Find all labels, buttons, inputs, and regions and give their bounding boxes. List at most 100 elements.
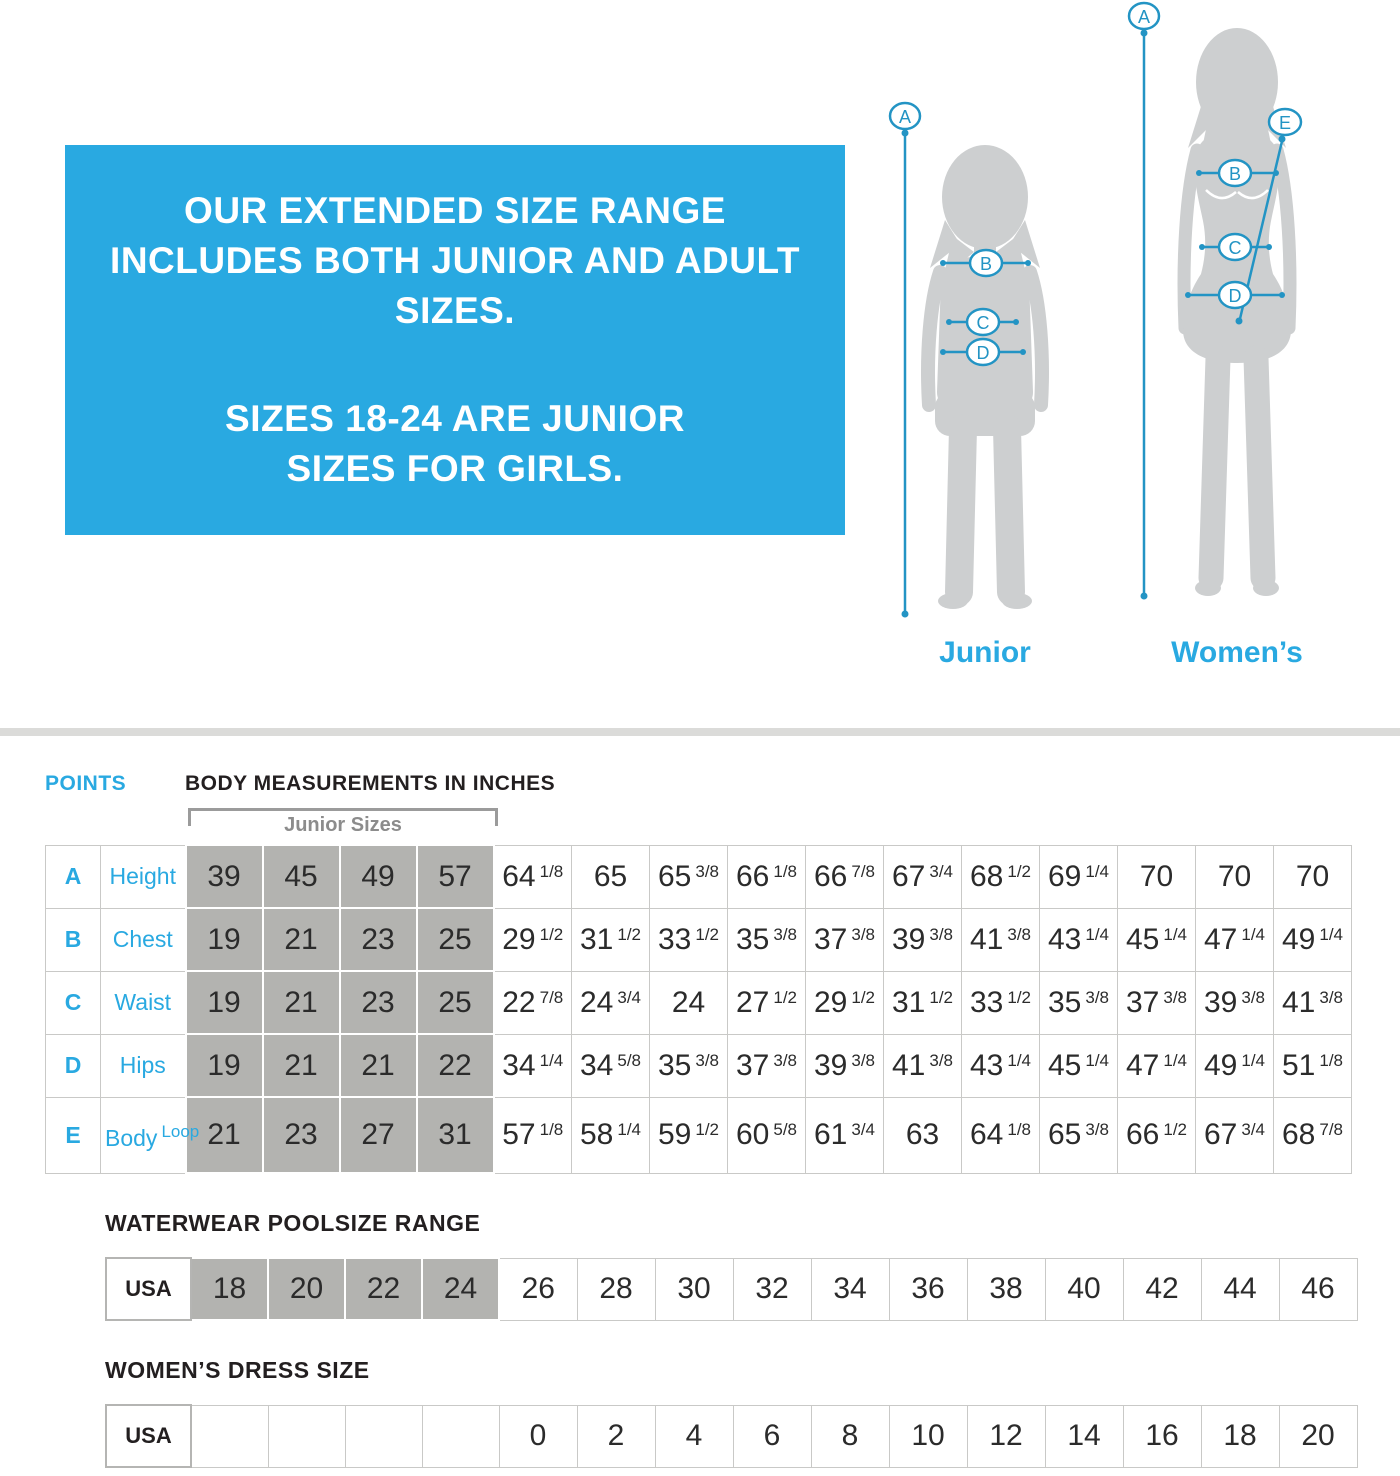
womens-size-cell: 35 3/8 <box>649 1033 728 1098</box>
womens-size-cell: 32 <box>732 1257 812 1321</box>
fraction: 3/4 <box>851 1120 875 1139</box>
womens-size-cell: 67 3/4 <box>883 844 962 909</box>
junior-size-cell: 49 <box>338 844 418 909</box>
fraction: 3/8 <box>695 861 719 881</box>
junior-sizes-bracket: Junior Sizes <box>188 808 498 840</box>
junior-size-cell: 23 <box>261 1096 341 1174</box>
womens-size-cell: 41 3/8 <box>1273 970 1352 1035</box>
womens-size-cell: 46 <box>1278 1257 1358 1321</box>
junior-silhouette <box>921 145 1049 609</box>
measurement-row: E Body Loop 21 23 27 31 57 1/8 58 1/4 59 1/2 60 5/8 61 3… <box>45 1096 1352 1174</box>
fraction: 1/4 <box>1085 1050 1109 1070</box>
womens-size-cell: 64 1/8 <box>961 1096 1040 1174</box>
junior-size-cell <box>421 1404 500 1468</box>
womens-size-cell: 70 <box>1117 844 1196 909</box>
fraction: 1/8 <box>1319 1050 1343 1070</box>
points-header: POINTS <box>45 772 127 795</box>
banner-text-2: SIZES 18-24 ARE JUNIOR SIZES FOR GIRLS. <box>225 398 685 489</box>
womens-size-cell: 18 <box>1200 1404 1280 1468</box>
fraction: 1/8 <box>539 1120 564 1139</box>
womens-size-cell: 27 1/2 <box>727 970 806 1035</box>
fraction: 5/8 <box>617 1050 641 1070</box>
womens-size-cell: 65 3/8 <box>649 844 728 909</box>
womens-size-cell: 31 1/2 <box>883 970 962 1035</box>
point-c-icon: C <box>1229 238 1242 258</box>
junior-size-cell: 21 <box>184 1096 264 1174</box>
junior-size-cell: 31 <box>415 1096 495 1174</box>
junior-size-cell: 18 <box>190 1257 269 1321</box>
point-c-icon: C <box>977 313 990 333</box>
womens-size-cell: 49 1/4 <box>1195 1033 1274 1098</box>
womens-size-cell: 69 1/4 <box>1039 844 1118 909</box>
fraction: 7/8 <box>1319 1120 1343 1139</box>
womens-size-cell: 16 <box>1122 1404 1202 1468</box>
womens-size-cell: 66 1/2 <box>1117 1096 1196 1174</box>
womens-size-cell: 40 <box>1044 1257 1124 1321</box>
womens-size-cell: 33 1/2 <box>649 907 728 972</box>
womens-size-cell: 67 3/4 <box>1195 1096 1274 1174</box>
junior-size-cell: 22 <box>344 1257 423 1321</box>
junior-size-cell: 24 <box>421 1257 500 1321</box>
size-tables-section: POINTS BODY MEASUREMENTS IN INCHES Junio… <box>0 736 1400 1468</box>
womens-size-cell: 6 <box>732 1404 812 1468</box>
fraction: 7/8 <box>851 861 875 881</box>
womens-size-cell: 41 3/8 <box>883 1033 962 1098</box>
fraction: 3/4 <box>617 987 641 1007</box>
womens-size-cell: 36 <box>888 1257 968 1321</box>
dress-size-table: USA 0 2 4 6 8 10 12 14 16 18 20 <box>105 1404 1358 1468</box>
womens-size-cell: 8 <box>810 1404 890 1468</box>
womens-size-cell: 45 1/4 <box>1039 1033 1118 1098</box>
body-measurements-table: A Height 39 45 49 57 64 1/8 65 65 3/8 66 1/8 66 7/8 67 3… <box>45 844 1352 1174</box>
fraction: 1/2 <box>851 987 875 1007</box>
womens-size-cell: 33 1/2 <box>961 970 1040 1035</box>
banner-text-1: OUR EXTENDED SIZE RANGE INCLUDES BOTH JU… <box>110 190 800 331</box>
womens-size-cell: 0 <box>498 1404 578 1468</box>
measurement-row: C Waist 19 21 23 25 22 7/8 24 3/4 24 27 1/2 29 1/2 31 1/… <box>45 970 1352 1035</box>
point-label-cell: Hips <box>100 1033 186 1098</box>
womens-size-cell: 65 3/8 <box>1039 1096 1118 1174</box>
womens-size-cell: 30 <box>654 1257 734 1321</box>
fraction: 5/8 <box>773 1120 797 1139</box>
womens-size-cell: 60 5/8 <box>727 1096 806 1174</box>
junior-size-cell: 21 <box>261 1033 341 1098</box>
fraction: 3/8 <box>1163 987 1187 1007</box>
point-label-cell: Height <box>100 844 186 909</box>
fraction: 3/8 <box>1319 987 1343 1007</box>
womens-size-cell: 43 1/4 <box>961 1033 1040 1098</box>
fraction: 1/2 <box>1163 1120 1187 1139</box>
womens-size-cell: 49 1/4 <box>1273 907 1352 972</box>
point-d-icon: D <box>977 343 990 363</box>
womens-size-cell: 4 <box>654 1404 734 1468</box>
junior-size-cell: 45 <box>261 844 341 909</box>
womens-size-cell: 68 1/2 <box>961 844 1040 909</box>
womens-figure-label: Women’s <box>1171 636 1303 669</box>
measurement-row: D Hips 19 21 21 22 34 1/4 34 5/8 35 3/8 37 3/8 39 3/8 41… <box>45 1033 1352 1098</box>
fraction: 3/8 <box>1085 1120 1109 1139</box>
fraction: 1/2 <box>617 924 641 944</box>
junior-size-cell <box>344 1404 423 1468</box>
fraction: 1/4 <box>539 1050 564 1070</box>
fraction: 1/8 <box>773 861 797 881</box>
fraction: 3/4 <box>1241 1120 1265 1139</box>
point-letter-cell: E <box>45 1096 101 1174</box>
fraction: 3/8 <box>695 1050 719 1070</box>
fraction: 1/2 <box>773 987 797 1007</box>
womens-size-cell: 37 3/8 <box>805 907 884 972</box>
junior-size-cell: 57 <box>415 844 495 909</box>
womens-size-cell: 57 1/8 <box>493 1096 572 1174</box>
womens-size-cell: 22 7/8 <box>493 970 572 1035</box>
fraction: 1/2 <box>1007 987 1031 1007</box>
fraction: 1/4 <box>1241 924 1265 944</box>
fraction: 3/4 <box>929 861 953 881</box>
womens-size-cell: 29 1/2 <box>805 970 884 1035</box>
womens-size-cell: 35 3/8 <box>727 907 806 972</box>
fraction: 1/4 <box>1241 1050 1265 1070</box>
fraction: 3/8 <box>929 1050 953 1070</box>
womens-size-cell: 61 3/4 <box>805 1096 884 1174</box>
womens-size-cell: 31 1/2 <box>571 907 650 972</box>
womens-size-cell: 47 1/4 <box>1195 907 1274 972</box>
junior-size-cell: 23 <box>338 970 418 1035</box>
fraction: 1/4 <box>1319 924 1343 944</box>
poolsize-table: USA 18 20 22 24 26 28 30 32 34 36 38 40 42 44 46 <box>105 1257 1358 1321</box>
junior-size-cell: 21 <box>338 1033 418 1098</box>
